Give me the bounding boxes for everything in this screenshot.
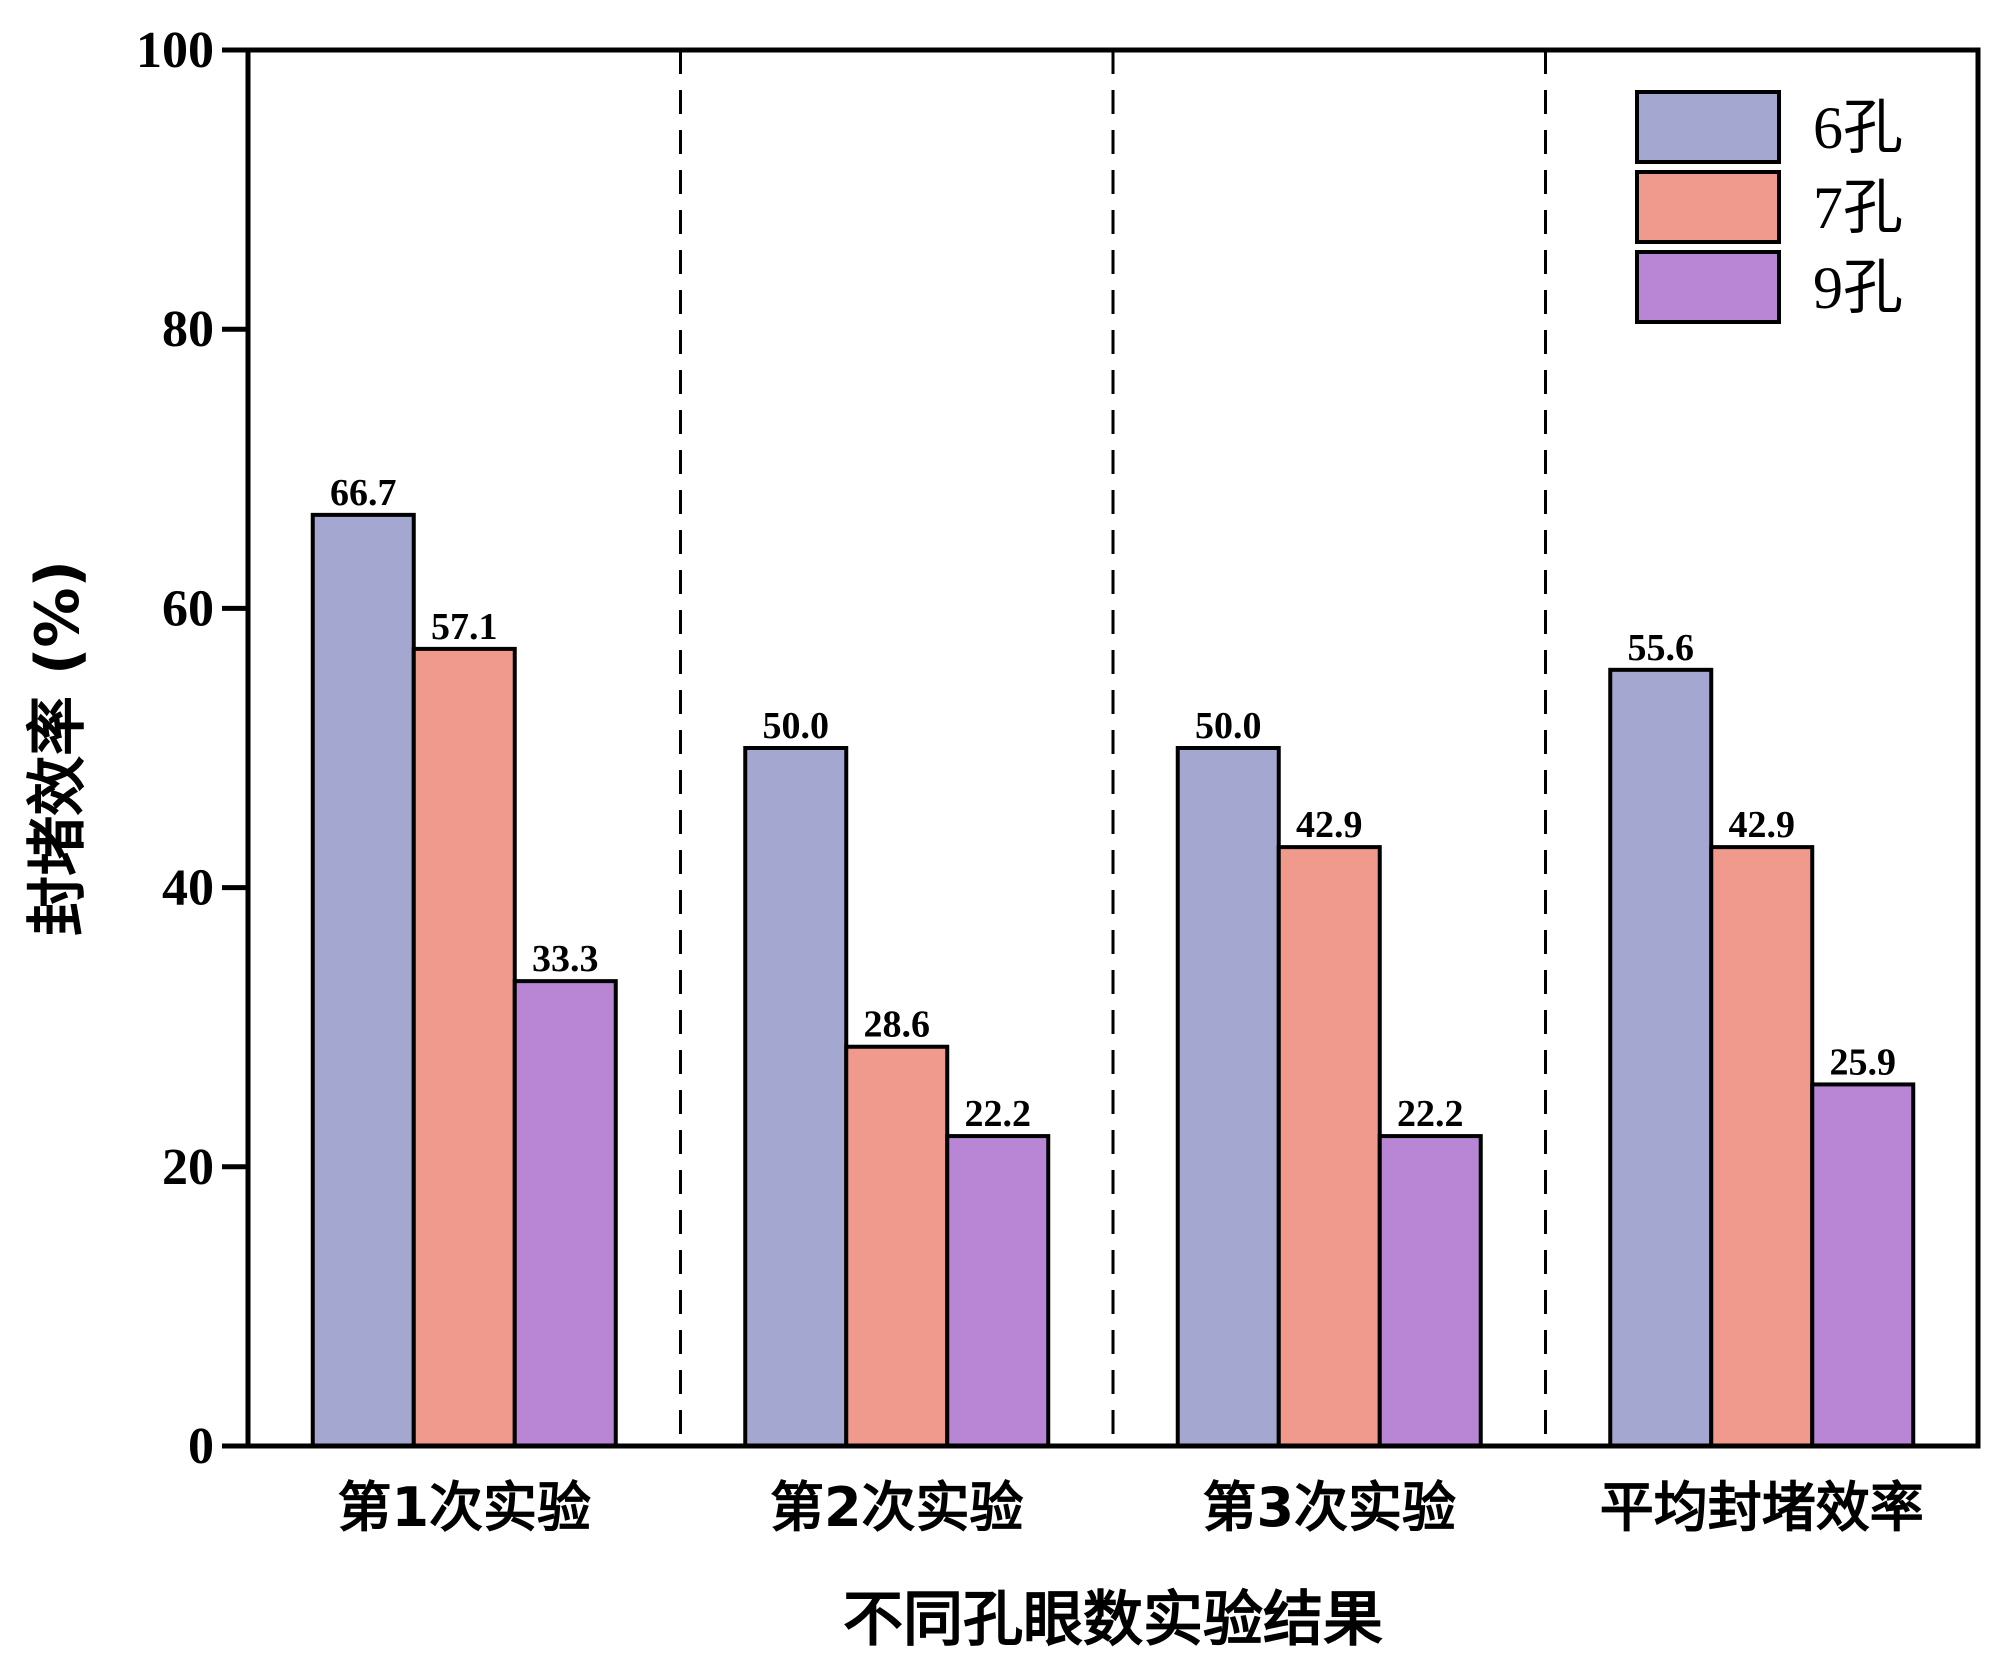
y-tick-label: 40	[162, 860, 214, 917]
y-tick-label: 20	[162, 1139, 214, 1196]
bar	[1608, 667, 1714, 1448]
legend-swatch	[1635, 250, 1781, 324]
data-label: 55.6	[1628, 627, 1695, 669]
data-label: 25.9	[1830, 1041, 1897, 1083]
legend-label: 6孔	[1813, 95, 1903, 161]
bar	[844, 1044, 950, 1449]
bar	[310, 512, 416, 1448]
x-category-label: 平均封堵效率	[1600, 1476, 1924, 1539]
data-label: 42.9	[1729, 804, 1796, 846]
data-label: 57.1	[431, 606, 498, 648]
data-labels: 66.7 57.1 33.3 50.0 28.6 22.2 50.0 42.9 22.2 55.6…	[330, 472, 1896, 1135]
bar	[1175, 746, 1281, 1448]
y-tick-label: 0	[188, 1418, 214, 1475]
x-axis-title: 不同孔眼数实验结果	[843, 1585, 1383, 1655]
legend-swatch	[1635, 90, 1781, 164]
x-category-label: 第1次实验	[337, 1476, 591, 1539]
y-axis-ticks: 0 20 40 60 80 100	[136, 22, 248, 1475]
data-label: 42.9	[1296, 804, 1363, 846]
bar	[411, 646, 517, 1448]
y-axis-title: 封堵效率 (%)	[23, 560, 93, 936]
bar	[1709, 845, 1815, 1448]
legend: 6孔 7孔 9孔	[1635, 90, 1903, 324]
bar	[1276, 845, 1382, 1448]
plot-frame	[245, 47, 1981, 1449]
legend-label: 7孔	[1813, 175, 1903, 241]
group-separators	[679, 50, 1547, 1446]
legend-swatch	[1635, 170, 1781, 244]
data-label: 50.0	[763, 705, 830, 747]
data-label: 50.0	[1195, 705, 1262, 747]
data-label: 28.6	[864, 1004, 931, 1046]
x-category-label: 第2次实验	[770, 1476, 1024, 1539]
data-label: 33.3	[532, 938, 599, 980]
data-label: 66.7	[330, 472, 397, 514]
legend-label: 9孔	[1813, 255, 1903, 321]
bar	[512, 979, 618, 1449]
bar	[1810, 1082, 1916, 1449]
x-axis-category-labels: 第1次实验 第2次实验 第3次实验 平均封堵效率	[337, 1476, 1923, 1539]
y-tick-label: 60	[162, 580, 214, 637]
data-label: 22.2	[1397, 1093, 1464, 1135]
x-category-label: 第3次实验	[1202, 1476, 1456, 1539]
data-label: 22.2	[965, 1093, 1032, 1135]
bar	[1377, 1134, 1483, 1448]
y-tick-label: 80	[162, 301, 214, 358]
y-tick-label: 100	[136, 22, 214, 79]
bar	[945, 1134, 1051, 1448]
bars	[310, 512, 1916, 1449]
bar	[743, 746, 849, 1448]
